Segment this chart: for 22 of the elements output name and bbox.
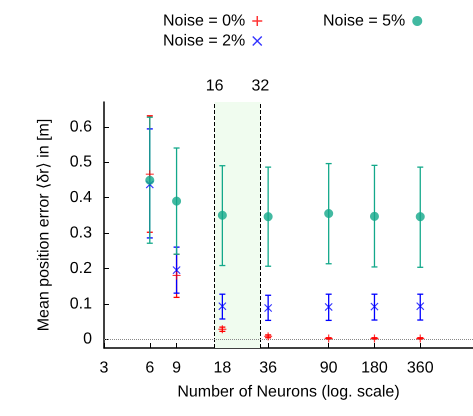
x-tick-label: 3 (100, 360, 109, 376)
x-tick-label: 360 (406, 360, 434, 376)
x-tick-label: 180 (361, 360, 388, 376)
y-tick-label: 0.5 (70, 154, 92, 171)
legend-label: Noise = 0% (163, 12, 246, 30)
y-tick-label: 0.6 (70, 118, 92, 136)
y-tick-label: 0.4 (70, 189, 92, 206)
ref-line-label: 16 (206, 78, 224, 94)
ref-line-label: 32 (251, 78, 270, 94)
x-tick-label: 18 (213, 360, 232, 376)
x-tick-label: 36 (259, 360, 278, 376)
y-tick-label: 0.2 (70, 260, 92, 277)
x-tick-label: 6 (145, 360, 154, 376)
x-tick-label: 90 (320, 360, 338, 376)
y-axis-title: Mean position error ⟨δr⟩ in [m] (36, 118, 52, 332)
y-tick-label: 0.1 (70, 295, 92, 312)
y-tick-label: 0 (83, 330, 92, 348)
x-axis-title: Number of Neurons (log. scale) (177, 384, 400, 400)
legend-label: Noise = 2% (163, 32, 246, 50)
legend-label: Noise = 5% (323, 12, 406, 30)
y-tick-label: 0.3 (70, 224, 92, 242)
x-tick-label: 9 (172, 360, 182, 376)
